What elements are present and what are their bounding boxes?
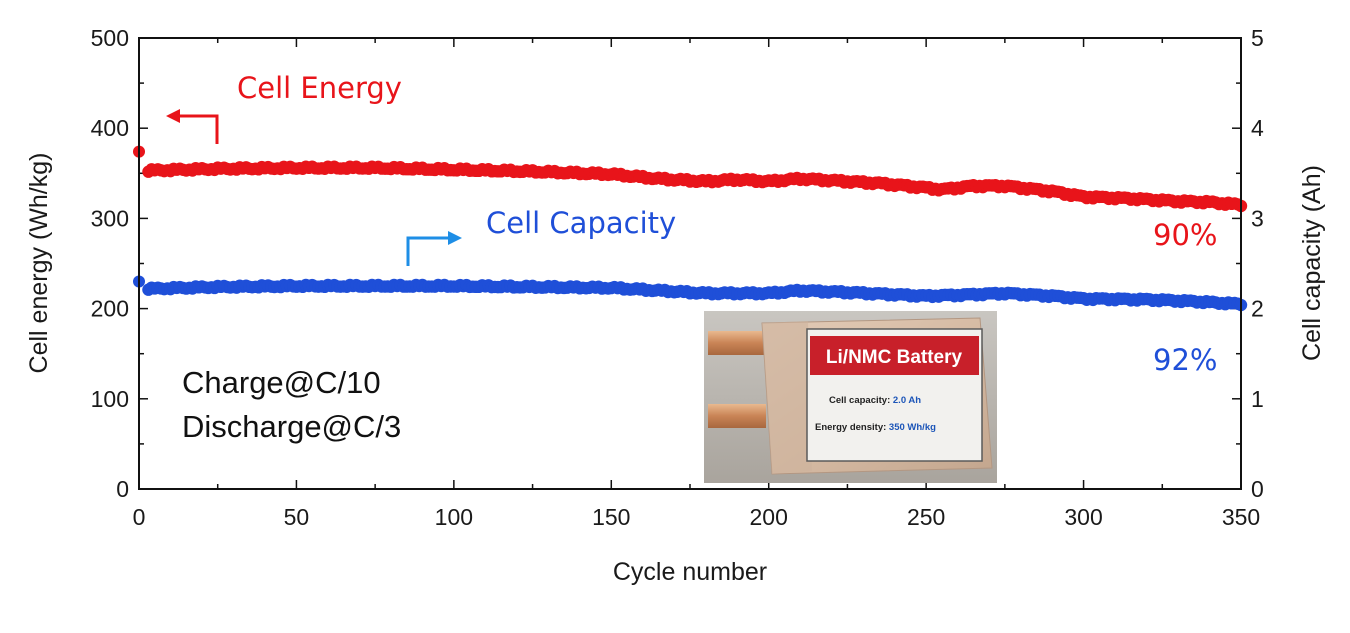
y-axis-right-title: Cell capacity (Ah) xyxy=(1298,165,1326,361)
y-right-tick-label: 1 xyxy=(1251,386,1264,412)
battery-capacity-value: 2.0 Ah xyxy=(893,395,921,406)
energy-series-label: Cell Energy xyxy=(237,71,402,105)
capacity-retention-label: 92% xyxy=(1153,343,1217,377)
y-right-tick-label: 5 xyxy=(1251,25,1264,51)
y-right-tick-label: 3 xyxy=(1251,205,1264,231)
y-left-tick-label: 300 xyxy=(91,205,129,231)
tick-labels: 0 50 100 150 200 250 300 3500100200300400500012… xyxy=(91,25,1264,530)
capacity-arrow-icon xyxy=(406,231,462,266)
cell-capacity-series xyxy=(133,275,1248,312)
charge-condition-label: Charge@C/10 xyxy=(182,365,381,400)
y-left-tick-label: 100 xyxy=(91,386,129,412)
energy-arrow-icon xyxy=(166,109,219,144)
battery-capacity-key: Cell capacity: xyxy=(829,395,893,406)
energy-retention-label: 90% xyxy=(1153,218,1217,252)
y-left-tick-label: 500 xyxy=(91,25,129,51)
x-tick-label: 200 xyxy=(750,504,788,530)
y-axis-left-title: Cell energy (Wh/kg) xyxy=(25,153,53,374)
x-tick-label: 350 xyxy=(1222,504,1260,530)
battery-capacity-text: Cell capacity: 2.0 Ah xyxy=(829,395,921,406)
battery-label-header xyxy=(810,336,979,375)
x-tick-label: 250 xyxy=(907,504,945,530)
battery-photo-inset: Li/NMC Battery Cell capacity: 2.0 Ah Ene… xyxy=(704,311,997,483)
plot-frame xyxy=(138,37,1242,490)
battery-tab-bottom xyxy=(708,404,766,428)
battery-density-value: 350 Wh/kg xyxy=(889,422,936,433)
y-left-tick-label: 400 xyxy=(91,115,129,141)
x-tick-label: 50 xyxy=(284,504,310,530)
battery-density-key: Energy density: xyxy=(815,422,889,433)
x-tick-label: 300 xyxy=(1064,504,1102,530)
y-left-tick-label: 0 xyxy=(116,476,129,502)
discharge-condition-label: Discharge@C/3 xyxy=(182,409,401,444)
x-axis-title: Cycle number xyxy=(613,558,767,586)
y-right-tick-label: 4 xyxy=(1251,115,1264,141)
y-right-tick-label: 2 xyxy=(1251,296,1264,322)
battery-tab-top xyxy=(708,331,766,355)
capacity-series-label: Cell Capacity xyxy=(486,206,676,240)
x-tick-label: 0 xyxy=(133,504,146,530)
x-tick-label: 100 xyxy=(435,504,473,530)
battery-label-title: Li/NMC Battery xyxy=(826,347,963,368)
cell-energy-series xyxy=(133,145,1248,213)
battery-density-text: Energy density: 350 Wh/kg xyxy=(815,422,936,433)
x-tick-label: 150 xyxy=(592,504,630,530)
y-right-tick-label: 0 xyxy=(1251,476,1264,502)
y-left-tick-label: 200 xyxy=(91,296,129,322)
